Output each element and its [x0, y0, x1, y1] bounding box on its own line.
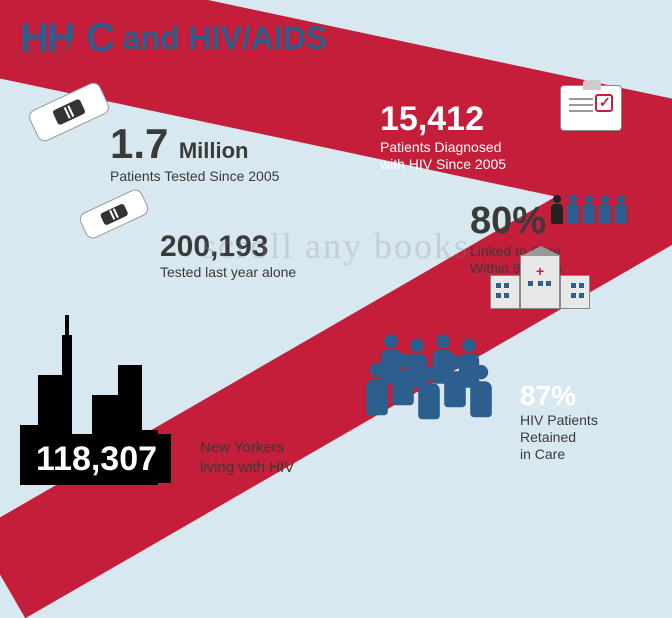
test-strip-icon: [77, 187, 150, 241]
header: HH C and HIV/AIDS: [20, 16, 327, 61]
stat-value: 15,412: [380, 100, 506, 139]
hhc-logo: HH C: [20, 16, 113, 61]
stat-value: 87%: [520, 380, 598, 412]
person-icon: [566, 195, 580, 225]
stat-label-line2: Retained: [520, 429, 598, 446]
stat-diagnosed: 15,412 Patients Diagnosed with HIV Since…: [380, 100, 506, 173]
stat-tested-last-year: 200,193 Tested last year alone: [160, 230, 296, 280]
stat-label-line2: living with HIV: [200, 458, 294, 478]
stat-retained: 87% HIV Patients Retained in Care: [520, 380, 598, 462]
stat-value: 1.7: [110, 120, 168, 167]
stat-value: 80%: [470, 200, 562, 243]
stat-value: 200,193: [160, 230, 296, 264]
stat-label-line3: in Care: [520, 446, 598, 463]
stat-living-label: New Yorkers living with HIV: [200, 438, 294, 477]
stat-value: 118,307: [36, 440, 157, 479]
people-group-icon: [370, 345, 510, 445]
person-icon: [614, 195, 628, 225]
stat-label: Patients Tested Since 2005: [110, 168, 279, 184]
stat-unit: Million: [179, 138, 249, 163]
stat-label-line1: HIV Patients: [520, 412, 598, 429]
stat-label: Tested last year alone: [160, 264, 296, 280]
person-icon: [598, 195, 612, 225]
hospital-icon: +: [490, 255, 590, 309]
stat-living: 118,307: [22, 434, 171, 483]
person-icon: [582, 195, 596, 225]
stat-tested-total: 1.7 Million Patients Tested Since 2005: [110, 120, 279, 184]
header-title: and HIV/AIDS: [123, 20, 327, 57]
clipboard-icon: [560, 85, 622, 131]
stat-label-line1: Patients Diagnosed: [380, 139, 506, 156]
stat-label-line1: New Yorkers: [200, 438, 294, 458]
stat-label-line2: with HIV Since 2005: [380, 156, 506, 173]
logo-letters-a: HH: [20, 16, 74, 61]
ribbon-icon: [70, 21, 90, 57]
